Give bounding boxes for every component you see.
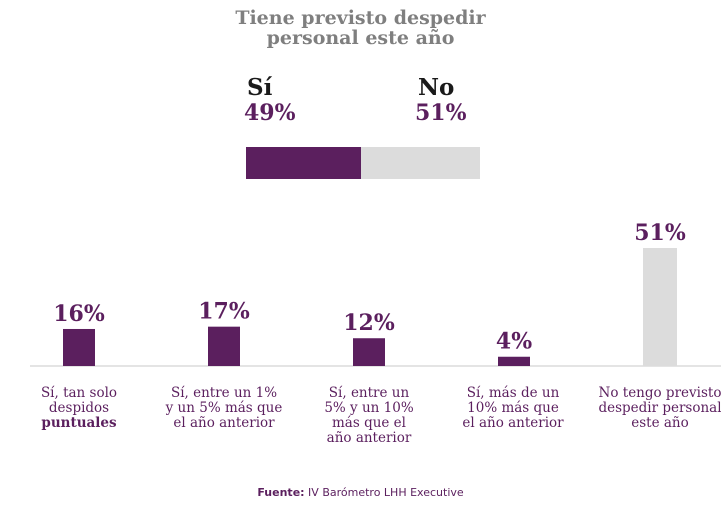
yes-percentage: 49% (244, 100, 296, 126)
category-label-3: Sí, entre un 5% y un 10% más que el año … (324, 385, 414, 446)
bar-value-label-4: 4% (496, 329, 532, 355)
category-label-4: Sí, más de un 10% más que el año anterio… (462, 385, 564, 431)
bar-5 (643, 248, 677, 366)
source-label: Fuente: (257, 486, 305, 499)
chart-title: Tiene previsto despedir personal este añ… (0, 8, 721, 48)
bar-3 (353, 338, 385, 366)
bar-value-label-2: 17% (198, 299, 250, 325)
bar-4 (498, 356, 530, 366)
yes-no-split-bar (246, 147, 480, 179)
no-label: No (418, 74, 455, 101)
bar-2 (208, 326, 240, 366)
split-bar-yes-segment (246, 147, 361, 179)
no-percentage: 51% (415, 100, 467, 126)
bar-value-label-3: 12% (343, 310, 395, 336)
source-text: IV Barómetro LHH Executive (304, 486, 464, 499)
category-label-1: Sí, tan solo despidos puntuales (40, 385, 118, 431)
bar-1 (63, 328, 95, 366)
chart-title-line-1: Tiene previsto despedir (235, 7, 486, 29)
source-note: Fuente: IV Barómetro LHH Executive (0, 486, 721, 499)
category-label-5: No tengo previsto despedir personal este… (598, 385, 721, 431)
bar-value-label-1: 16% (53, 301, 105, 327)
chart-title-line-2: personal este año (266, 27, 455, 49)
bar-value-label-5: 51% (634, 220, 686, 246)
yes-label: Sí (247, 74, 273, 101)
category-label-2: Sí, entre un 1% y un 5% más que el año a… (165, 385, 283, 431)
